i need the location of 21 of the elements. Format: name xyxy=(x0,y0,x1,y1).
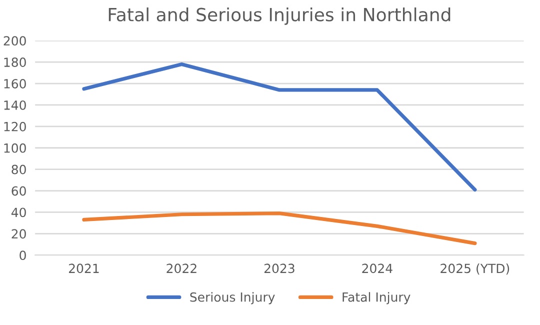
legend-label: Fatal Injury xyxy=(342,292,410,304)
y-tick-label: 20 xyxy=(12,229,26,239)
y-tick-label: 140 xyxy=(4,100,26,110)
y-tick-label: 120 xyxy=(4,122,26,132)
y-tick-label: 60 xyxy=(12,186,26,196)
x-tick-label: 2021 xyxy=(68,264,99,274)
legend-label: Serious Injury xyxy=(190,292,275,304)
x-tick-label: 2025 (YTD) xyxy=(440,263,510,275)
y-tick-label: 0 xyxy=(20,250,26,260)
y-tick-label: 100 xyxy=(4,143,26,153)
y-tick-label: 40 xyxy=(11,208,26,218)
y-tick-label: 160 xyxy=(4,78,26,88)
chart-title: Fatal and Serious Injuries in Northland xyxy=(108,7,450,25)
line-series xyxy=(82,62,477,192)
x-tick-label: 2024 xyxy=(362,264,392,274)
y-tick-label: 180 xyxy=(4,58,26,67)
x-tick-label: 2022 xyxy=(166,264,196,274)
y-tick-label: 200 xyxy=(4,36,26,46)
line-series xyxy=(82,211,477,246)
y-tick-label: 80 xyxy=(12,164,26,174)
x-tick-label: 2023 xyxy=(264,264,294,274)
